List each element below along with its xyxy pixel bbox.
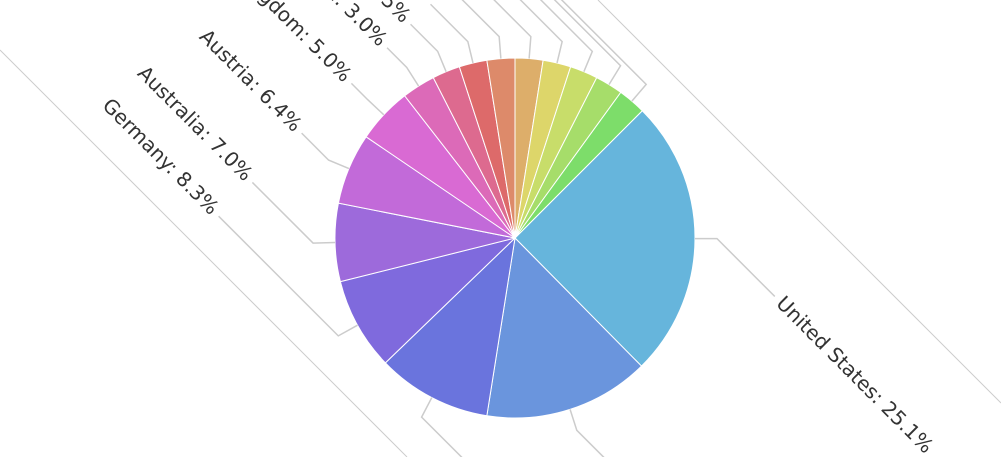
leader-line bbox=[386, 47, 420, 87]
leader-line bbox=[251, 181, 336, 244]
leader-line bbox=[569, 409, 610, 457]
leader-line bbox=[497, 0, 648, 102]
leader-line bbox=[430, 3, 474, 64]
pie: United States: 25.1%Germany: 8.3%Austral… bbox=[98, 0, 939, 457]
frame-border bbox=[597, 0, 1001, 404]
leader-line bbox=[463, 0, 532, 59]
slice-label: Germany: 8.3% bbox=[98, 93, 224, 219]
leader-line bbox=[694, 237, 776, 297]
leader-line bbox=[350, 82, 385, 116]
frame-border bbox=[0, 49, 408, 457]
leader-line bbox=[448, 0, 502, 59]
slice-label: Austria: 6.4% bbox=[195, 24, 307, 136]
pie-slice bbox=[486, 236, 643, 419]
pie-slice bbox=[514, 91, 643, 239]
leader-line bbox=[494, 0, 622, 85]
leader-line bbox=[420, 397, 539, 457]
pie-slice bbox=[384, 236, 516, 417]
pie-slice bbox=[514, 110, 696, 367]
rotated-frame: United States: 25.1%Germany: 8.3%Austral… bbox=[98, 0, 939, 457]
leader-line bbox=[410, 23, 447, 72]
leader-line bbox=[487, 0, 594, 72]
leader-line bbox=[218, 215, 358, 337]
leader-line bbox=[301, 132, 350, 170]
pie-slice bbox=[339, 237, 517, 364]
leader-line bbox=[477, 0, 563, 64]
